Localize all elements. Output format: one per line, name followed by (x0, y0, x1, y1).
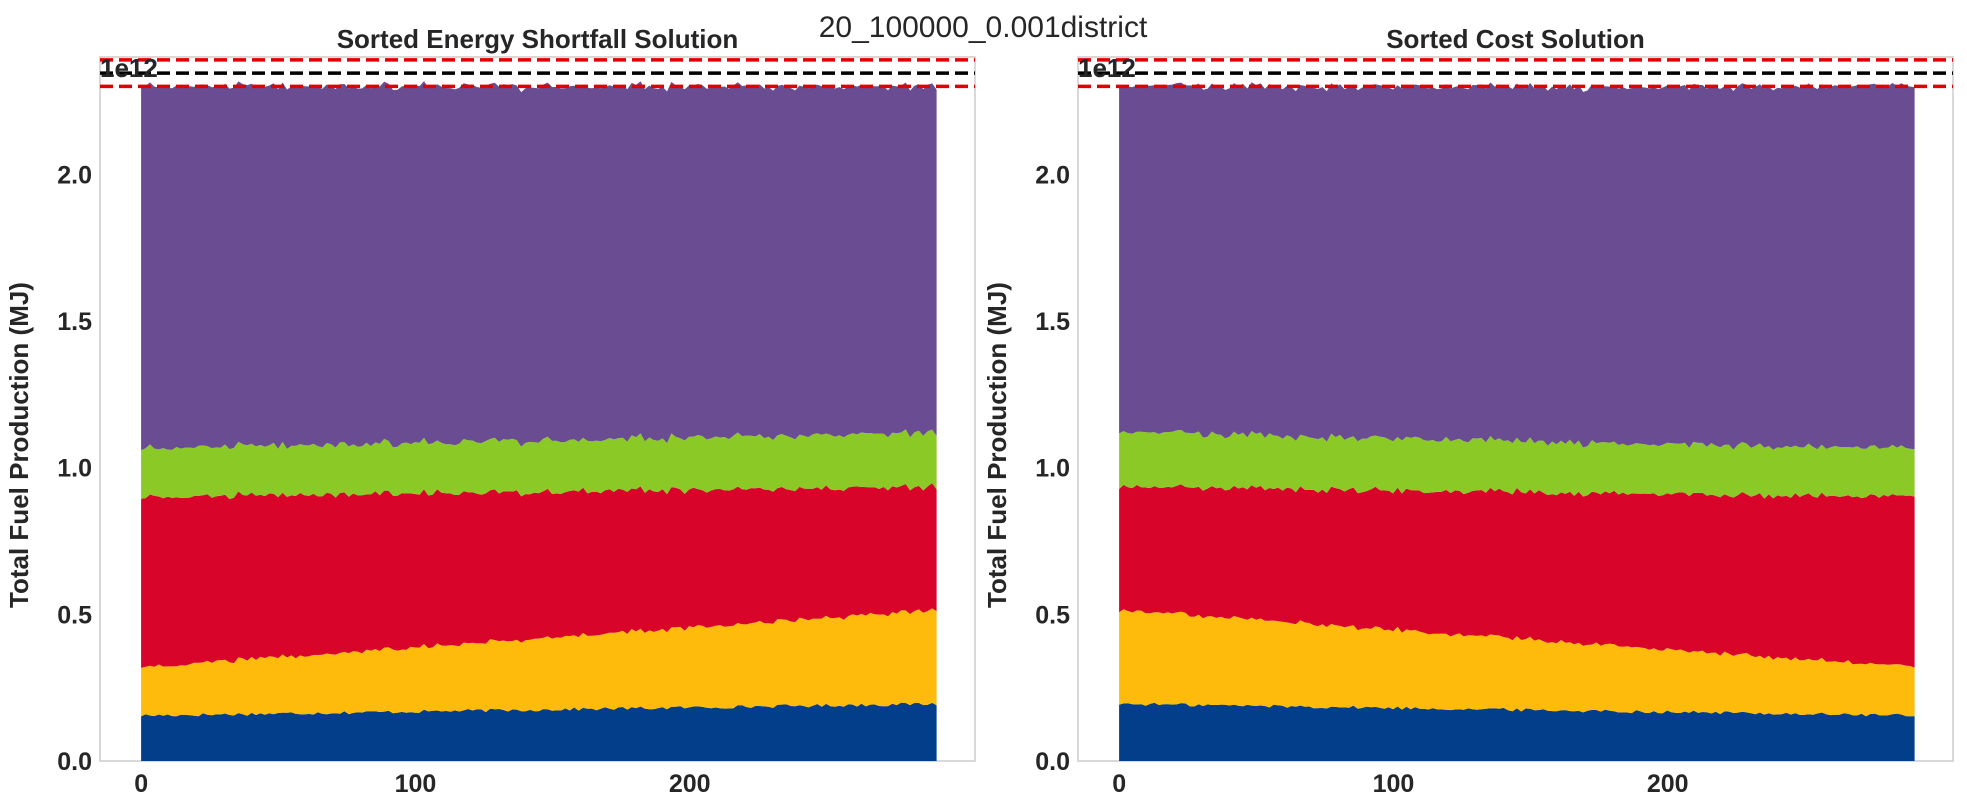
y-tick-label: 1.0 (57, 455, 92, 483)
x-tick-label: 100 (1373, 770, 1415, 798)
x-tick-label: 0 (134, 770, 148, 798)
x-tick-label: 200 (669, 770, 711, 798)
area-series-1 (1119, 702, 1915, 761)
area-series-5 (141, 81, 937, 451)
x-tick-label: 0 (1112, 770, 1126, 798)
y-tick-label: 0.0 (57, 748, 92, 776)
y-tick-label: 2.0 (57, 161, 92, 189)
y-tick-label: 1.5 (57, 308, 92, 336)
y-offset-label: 1e12 (100, 53, 158, 83)
area-series-4 (141, 429, 937, 500)
y-axis-label: Total Fuel Production (MJ) (4, 282, 34, 608)
area-series-3 (141, 483, 937, 668)
y-tick-label: 0.5 (1035, 601, 1070, 629)
y-tick-label: 1.0 (1035, 455, 1070, 483)
area-series-2 (141, 608, 937, 717)
y-offset-label: 1e12 (1078, 53, 1136, 83)
y-axis-label: Total Fuel Production (MJ) (982, 282, 1012, 608)
y-tick-label: 2.0 (1035, 161, 1070, 189)
x-tick-label: 100 (395, 770, 437, 798)
figure-suptitle: 20_100000_0.001district (819, 11, 1148, 44)
chart-title: Sorted Cost Solution (1386, 24, 1645, 54)
panel-energy-shortfall: 0.0 0.5 1.0 1.5 2.0 0 100 200 Sorted Energy Shor… (4, 24, 976, 798)
area-series-5 (1119, 82, 1915, 450)
area-series-1 (141, 702, 937, 761)
y-tick-label: 0.5 (57, 601, 92, 629)
area-series-4 (1119, 429, 1915, 499)
y-tick-label: 1.5 (1035, 308, 1070, 336)
panel-cost: 0.0 0.5 1.0 1.5 2.0 0 100 200 Sorted Cost Soluti… (982, 24, 1954, 798)
x-tick-label: 200 (1647, 770, 1689, 798)
y-tick-label: 0.0 (1035, 748, 1070, 776)
chart-title: Sorted Energy Shortfall Solution (337, 24, 739, 54)
area-series-2 (1119, 609, 1915, 717)
area-series-3 (1119, 484, 1915, 668)
